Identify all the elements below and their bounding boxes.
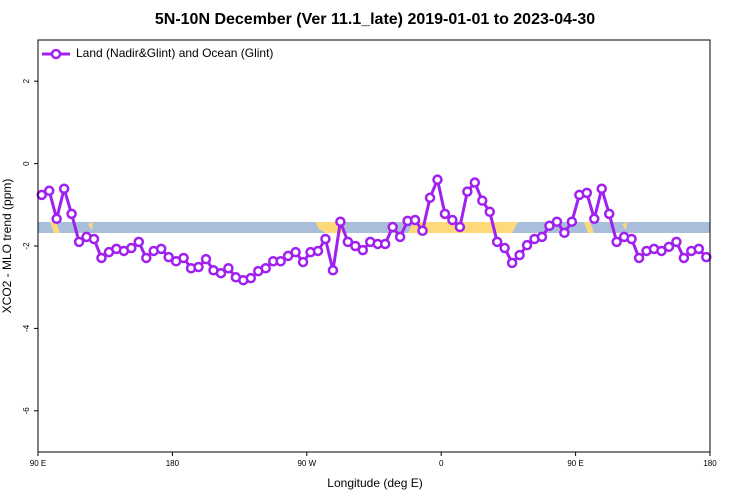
data-point bbox=[141, 252, 152, 264]
data-point bbox=[484, 206, 495, 218]
data-point bbox=[589, 213, 600, 225]
data-point bbox=[514, 249, 525, 261]
data-point bbox=[73, 236, 85, 248]
data-point bbox=[357, 244, 369, 256]
y-tick-label: -2 bbox=[22, 242, 31, 250]
data-point bbox=[506, 257, 518, 269]
chart-title: 5N-10N December (Ver 11.1_late) 2019-01-… bbox=[155, 11, 595, 28]
data-point bbox=[163, 251, 174, 263]
legend-marker bbox=[50, 48, 62, 60]
data-point bbox=[447, 214, 458, 226]
data-point bbox=[342, 236, 354, 248]
data-point bbox=[611, 236, 622, 248]
data-point bbox=[656, 245, 667, 257]
data-point bbox=[200, 253, 212, 265]
y-tick-label: 2 bbox=[22, 78, 31, 83]
data-point bbox=[379, 238, 391, 250]
data-point bbox=[394, 231, 406, 243]
data-point bbox=[133, 236, 145, 248]
data-point bbox=[327, 265, 339, 276]
data-point bbox=[155, 243, 167, 255]
x-tick-label: 90 W bbox=[297, 459, 316, 468]
data-point bbox=[432, 174, 443, 185]
data-point bbox=[126, 242, 137, 254]
data-point bbox=[215, 267, 227, 279]
x-axis-label: Longitude (deg E) bbox=[327, 476, 422, 490]
data-point bbox=[245, 272, 257, 284]
y-tick-label: -6 bbox=[22, 407, 31, 415]
data-point bbox=[469, 177, 481, 188]
data-point bbox=[290, 246, 301, 258]
data-point bbox=[678, 252, 690, 264]
data-point bbox=[596, 183, 607, 194]
land-band bbox=[50, 222, 60, 233]
data-point bbox=[663, 241, 675, 253]
data-point bbox=[536, 231, 548, 243]
legend-label: Land (Nadir&Glint) and Ocean (Glint) bbox=[76, 46, 273, 60]
x-tick-label: 90 E bbox=[567, 459, 583, 468]
x-tick-label: 180 bbox=[703, 459, 717, 468]
y-axis-label: XCO2 - MLO trend (ppm) bbox=[0, 179, 14, 314]
data-point bbox=[350, 240, 361, 252]
data-point bbox=[58, 183, 70, 194]
data-point bbox=[551, 216, 563, 227]
y-tick-label: -4 bbox=[22, 324, 31, 332]
data-point bbox=[671, 236, 682, 248]
data-point bbox=[297, 256, 309, 268]
data-point bbox=[559, 227, 570, 239]
data-point bbox=[491, 236, 503, 248]
x-tick-label: 180 bbox=[166, 459, 180, 468]
plot-frame bbox=[37, 39, 711, 453]
y-tick-label: 0 bbox=[22, 161, 31, 166]
data-point bbox=[193, 261, 204, 273]
data-point bbox=[320, 233, 331, 245]
land-ocean-strip bbox=[38, 222, 710, 233]
data-point bbox=[88, 233, 100, 245]
data-point bbox=[544, 220, 555, 232]
legend: Land (Nadir&Glint) and Ocean (Glint) bbox=[42, 46, 273, 60]
data-point bbox=[417, 225, 428, 237]
data-point bbox=[454, 221, 466, 233]
x-tick-label: 0 bbox=[439, 459, 444, 468]
data-point bbox=[603, 208, 615, 220]
x-tick-label: 90 E bbox=[30, 459, 46, 468]
ticks: 90 E 180 90 W 0 90 E 180 -6 -4 -2 0 2 bbox=[22, 78, 717, 468]
data-point bbox=[521, 239, 533, 251]
ocean-band bbox=[38, 222, 710, 233]
data-point bbox=[566, 216, 578, 227]
data-point bbox=[335, 216, 346, 227]
land-band bbox=[622, 222, 627, 230]
data-point bbox=[626, 233, 637, 245]
data-point bbox=[178, 252, 189, 264]
data-point bbox=[462, 186, 473, 197]
data-point bbox=[581, 187, 593, 199]
data-point bbox=[275, 255, 286, 267]
data-point bbox=[693, 243, 705, 255]
data-point bbox=[223, 262, 234, 274]
data-point bbox=[43, 185, 55, 197]
plot bbox=[36, 174, 712, 286]
data-point bbox=[439, 208, 451, 220]
land-band bbox=[584, 222, 594, 233]
data-point bbox=[477, 195, 488, 206]
data-point bbox=[499, 242, 510, 254]
data-point bbox=[701, 251, 712, 263]
data-point bbox=[409, 214, 421, 226]
data-point bbox=[96, 252, 107, 264]
data-point bbox=[66, 208, 77, 220]
data-point bbox=[633, 252, 645, 264]
data-point bbox=[312, 245, 324, 257]
data-point bbox=[387, 221, 398, 233]
data-point bbox=[260, 262, 271, 274]
land-band bbox=[88, 222, 93, 230]
data-point bbox=[51, 213, 62, 225]
data-point bbox=[424, 192, 436, 204]
